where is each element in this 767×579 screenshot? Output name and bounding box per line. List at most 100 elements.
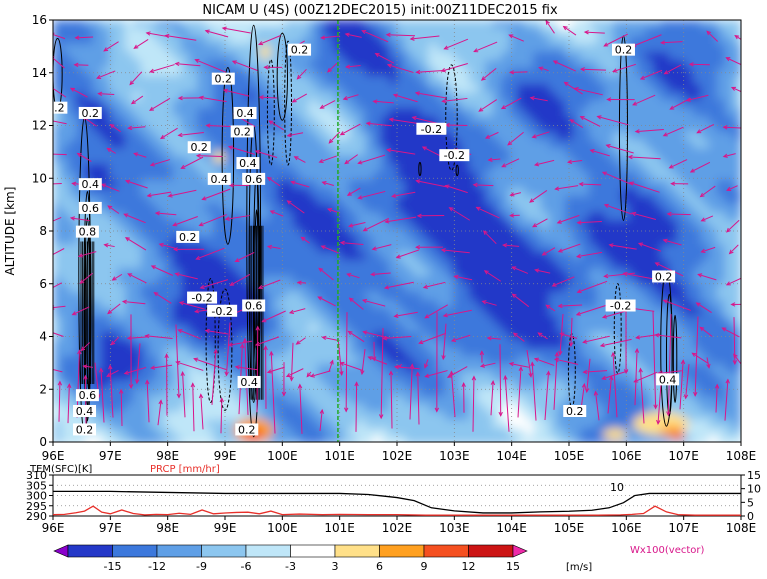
shading-cell	[645, 116, 654, 125]
shading-cell	[141, 84, 150, 93]
shading-cell	[701, 108, 710, 117]
shading-cell	[693, 196, 702, 205]
shading-cell	[365, 252, 374, 261]
shading-cell	[549, 196, 558, 205]
shading-cell	[197, 412, 206, 421]
shading-cell	[277, 412, 286, 421]
shading-cell	[725, 340, 734, 349]
shading-cell	[269, 252, 278, 261]
shading-cell	[573, 436, 582, 445]
shading-cell	[77, 28, 86, 37]
shading-cell	[189, 84, 198, 93]
shading-cell	[509, 364, 518, 373]
shading-cell	[53, 172, 62, 181]
shading-cell	[141, 276, 150, 285]
shading-cell	[629, 324, 638, 333]
shading-cell	[677, 340, 686, 349]
shading-cell	[701, 116, 710, 125]
shading-cell	[293, 236, 302, 245]
shading-cell	[621, 372, 630, 381]
shading-cell	[77, 84, 86, 93]
shading-cell	[485, 260, 494, 269]
shading-cell	[589, 428, 598, 437]
shading-cell	[293, 284, 302, 293]
shading-cell	[61, 52, 70, 61]
shading-cell	[477, 372, 486, 381]
shading-cell	[157, 108, 166, 117]
shading-cell	[533, 228, 542, 237]
shading-cell	[357, 52, 366, 61]
shading-cell	[429, 236, 438, 245]
shading-cell	[557, 292, 566, 301]
shading-cell	[501, 292, 510, 301]
shading-cell	[701, 428, 710, 437]
shading-cell	[325, 284, 334, 293]
shading-cell	[101, 324, 110, 333]
shading-cell	[685, 324, 694, 333]
shading-cell	[677, 308, 686, 317]
shading-cell	[325, 228, 334, 237]
shading-cell	[629, 164, 638, 173]
shading-cell	[581, 204, 590, 213]
shading-cell	[573, 428, 582, 437]
shading-cell	[693, 412, 702, 421]
shading-cell	[405, 404, 414, 413]
shading-cell	[309, 220, 318, 229]
shading-cell	[285, 220, 294, 229]
shading-cell	[373, 212, 382, 221]
shading-cell	[525, 428, 534, 437]
shading-cell	[189, 68, 198, 77]
shading-cell	[717, 420, 726, 429]
shading-cell	[165, 420, 174, 429]
shading-cell	[325, 324, 334, 333]
shading-cell	[725, 36, 734, 45]
shading-cell	[533, 372, 542, 381]
shading-cell	[389, 164, 398, 173]
shading-cell	[549, 100, 558, 109]
shading-cell	[157, 140, 166, 149]
shading-cell	[469, 260, 478, 269]
shading-cell	[733, 20, 742, 29]
shading-cell	[165, 108, 174, 117]
shading-cell	[317, 220, 326, 229]
shading-cell	[501, 180, 510, 189]
shading-cell	[309, 364, 318, 373]
shading-cell	[261, 100, 270, 109]
shading-cell	[253, 84, 262, 93]
shading-cell	[621, 220, 630, 229]
shading-cell	[229, 52, 238, 61]
shading-cell	[461, 244, 470, 253]
shading-cell	[277, 212, 286, 221]
shading-cell	[317, 260, 326, 269]
shading-cell	[525, 204, 534, 213]
shading-cell	[213, 44, 222, 53]
shading-cell	[669, 220, 678, 229]
shading-cell	[389, 260, 398, 269]
shading-cell	[533, 308, 542, 317]
shading-cell	[277, 340, 286, 349]
shading-cell	[485, 284, 494, 293]
shading-cell	[397, 268, 406, 277]
shading-cell	[149, 396, 158, 405]
shading-cell	[69, 164, 78, 173]
shading-cell	[517, 356, 526, 365]
shading-cell	[53, 292, 62, 301]
shading-cell	[317, 292, 326, 301]
shading-cell	[277, 204, 286, 213]
shading-cell	[709, 356, 718, 365]
shading-cell	[589, 172, 598, 181]
shading-cell	[693, 212, 702, 221]
shading-cell	[437, 284, 446, 293]
shading-cell	[261, 244, 270, 253]
shading-cell	[613, 396, 622, 405]
shading-cell	[589, 244, 598, 253]
shading-cell	[365, 92, 374, 101]
shading-cell	[709, 364, 718, 373]
shading-cell	[421, 308, 430, 317]
shading-cell	[517, 292, 526, 301]
shading-cell	[301, 356, 310, 365]
shading-cell	[261, 188, 270, 197]
shading-cell	[149, 308, 158, 317]
shading-cell	[61, 324, 70, 333]
shading-cell	[661, 204, 670, 213]
